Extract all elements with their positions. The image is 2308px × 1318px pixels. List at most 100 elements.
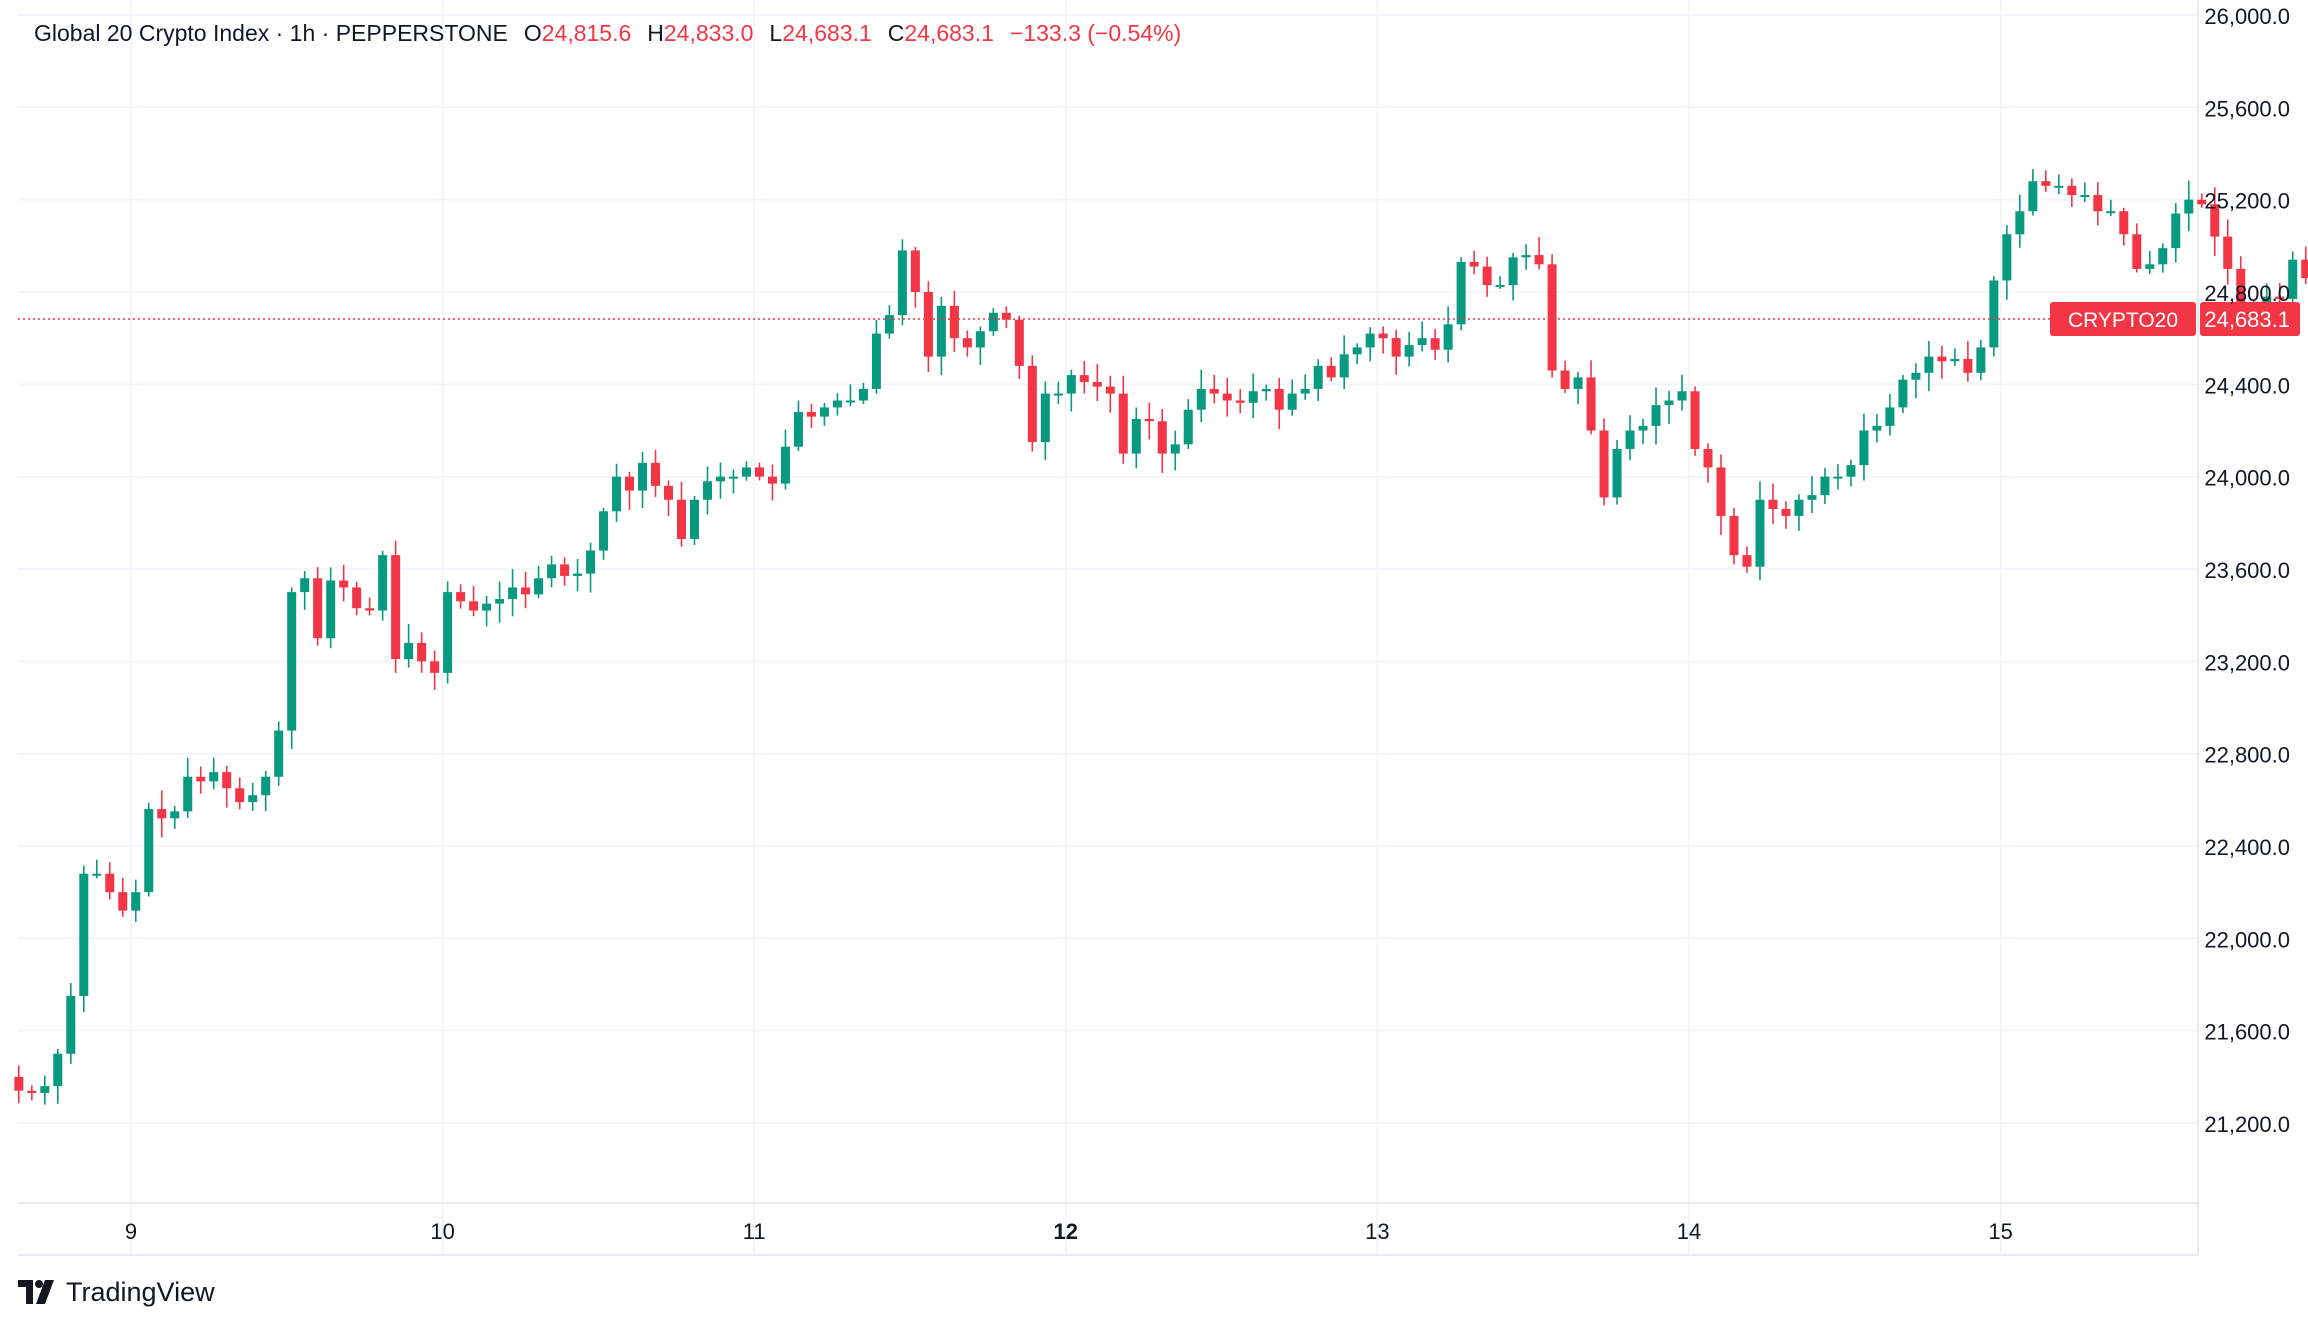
candle xyxy=(1040,381,1050,461)
candle xyxy=(923,281,933,373)
candle xyxy=(248,782,258,811)
candle xyxy=(183,757,193,818)
close-value: 24,683.1 xyxy=(904,20,994,46)
candle xyxy=(625,471,635,510)
candle xyxy=(1313,359,1323,401)
candle xyxy=(2067,178,2077,207)
high-label: H xyxy=(647,20,664,46)
candle xyxy=(793,400,803,451)
candle xyxy=(1612,439,1622,505)
candle xyxy=(430,650,440,690)
candle xyxy=(1482,256,1492,297)
candle xyxy=(1443,306,1453,363)
candle xyxy=(1222,377,1232,417)
candle xyxy=(157,790,167,838)
candle xyxy=(521,571,531,609)
candle xyxy=(1950,348,1960,367)
last-price-line: CRYPTO20 24,683.1 xyxy=(18,301,2300,336)
candle xyxy=(1183,399,1193,450)
candle xyxy=(1794,494,1804,531)
candle xyxy=(131,879,141,922)
x-tick-label: 15 xyxy=(1988,1219,2012,1244)
candle xyxy=(871,320,881,394)
candle xyxy=(1521,244,1531,270)
time-axis[interactable]: 9 10 11 12 13 14 15 xyxy=(125,1219,2013,1244)
candle xyxy=(1534,237,1544,270)
y-tick-label: 22,800.0 xyxy=(2204,743,2290,768)
candle xyxy=(1885,394,1895,436)
y-tick-label: 23,600.0 xyxy=(2204,558,2290,583)
candle xyxy=(1079,360,1089,394)
candle xyxy=(1963,341,1973,382)
candle xyxy=(1937,345,1947,379)
x-tick-label: 13 xyxy=(1365,1219,1389,1244)
candle xyxy=(2145,250,2155,274)
low-value: 24,683.1 xyxy=(782,20,872,46)
low-label: L xyxy=(769,20,783,46)
y-tick-label: 25,200.0 xyxy=(2204,189,2290,214)
candle xyxy=(2171,203,2181,263)
candle xyxy=(1300,374,1310,400)
candle xyxy=(651,449,661,497)
tradingview-logo-icon xyxy=(18,1280,54,1304)
candle xyxy=(741,461,751,481)
candle xyxy=(1274,377,1284,430)
symbol-title[interactable]: Global 20 Crypto Index · 1h · PEPPERSTON… xyxy=(34,20,508,46)
candle xyxy=(1170,430,1180,471)
candle xyxy=(469,585,479,617)
candle xyxy=(2210,187,2220,257)
candle xyxy=(2041,170,2051,192)
candle xyxy=(1404,331,1414,367)
candle xyxy=(1833,464,1843,490)
candle xyxy=(2223,219,2233,285)
candle xyxy=(1378,326,1388,354)
candle xyxy=(1157,408,1167,474)
candle xyxy=(144,802,154,897)
candle xyxy=(2197,193,2207,208)
candle xyxy=(1469,250,1479,275)
candle xyxy=(1846,459,1856,487)
open-label: O xyxy=(523,20,542,46)
candle xyxy=(2093,182,2103,226)
candle xyxy=(66,983,76,1064)
candle xyxy=(1872,413,1882,443)
y-tick-label: 21,600.0 xyxy=(2204,1020,2290,1045)
candle xyxy=(1690,386,1700,456)
candle xyxy=(53,1049,63,1104)
candle xyxy=(378,550,388,621)
y-tick-label: 25,600.0 xyxy=(2204,96,2290,121)
candle xyxy=(1729,507,1739,565)
candle xyxy=(677,481,687,547)
candle xyxy=(274,721,284,786)
candle xyxy=(2184,180,2194,232)
candle xyxy=(1768,483,1778,524)
candle xyxy=(1781,501,1791,529)
candle xyxy=(1911,363,1921,399)
candle xyxy=(1248,373,1258,418)
tradingview-brand[interactable]: TradingView xyxy=(18,1276,215,1308)
candle xyxy=(689,495,699,545)
y-tick-label: 24,800.0 xyxy=(2204,281,2290,306)
candle xyxy=(287,587,297,750)
candle xyxy=(858,382,868,404)
candle xyxy=(884,305,894,339)
candle xyxy=(1027,355,1037,452)
candle xyxy=(1261,384,1271,401)
candle xyxy=(612,463,622,522)
candle xyxy=(754,462,764,481)
candle xyxy=(962,330,972,357)
candle xyxy=(1066,369,1076,412)
candle xyxy=(482,595,492,627)
symbol-price-tag: CRYPTO20 xyxy=(2050,301,2196,336)
candle xyxy=(767,464,777,501)
candle xyxy=(365,597,375,616)
candle xyxy=(1430,329,1440,360)
price-axis[interactable]: 21,200.0 21,600.0 22,000.0 22,400.0 22,800.0… xyxy=(2204,4,2290,1137)
candle xyxy=(1339,335,1349,390)
candle xyxy=(1755,481,1765,581)
candle xyxy=(1417,321,1427,352)
candle xyxy=(1560,360,1570,393)
candle xyxy=(560,557,570,586)
candle xyxy=(1924,340,1934,392)
